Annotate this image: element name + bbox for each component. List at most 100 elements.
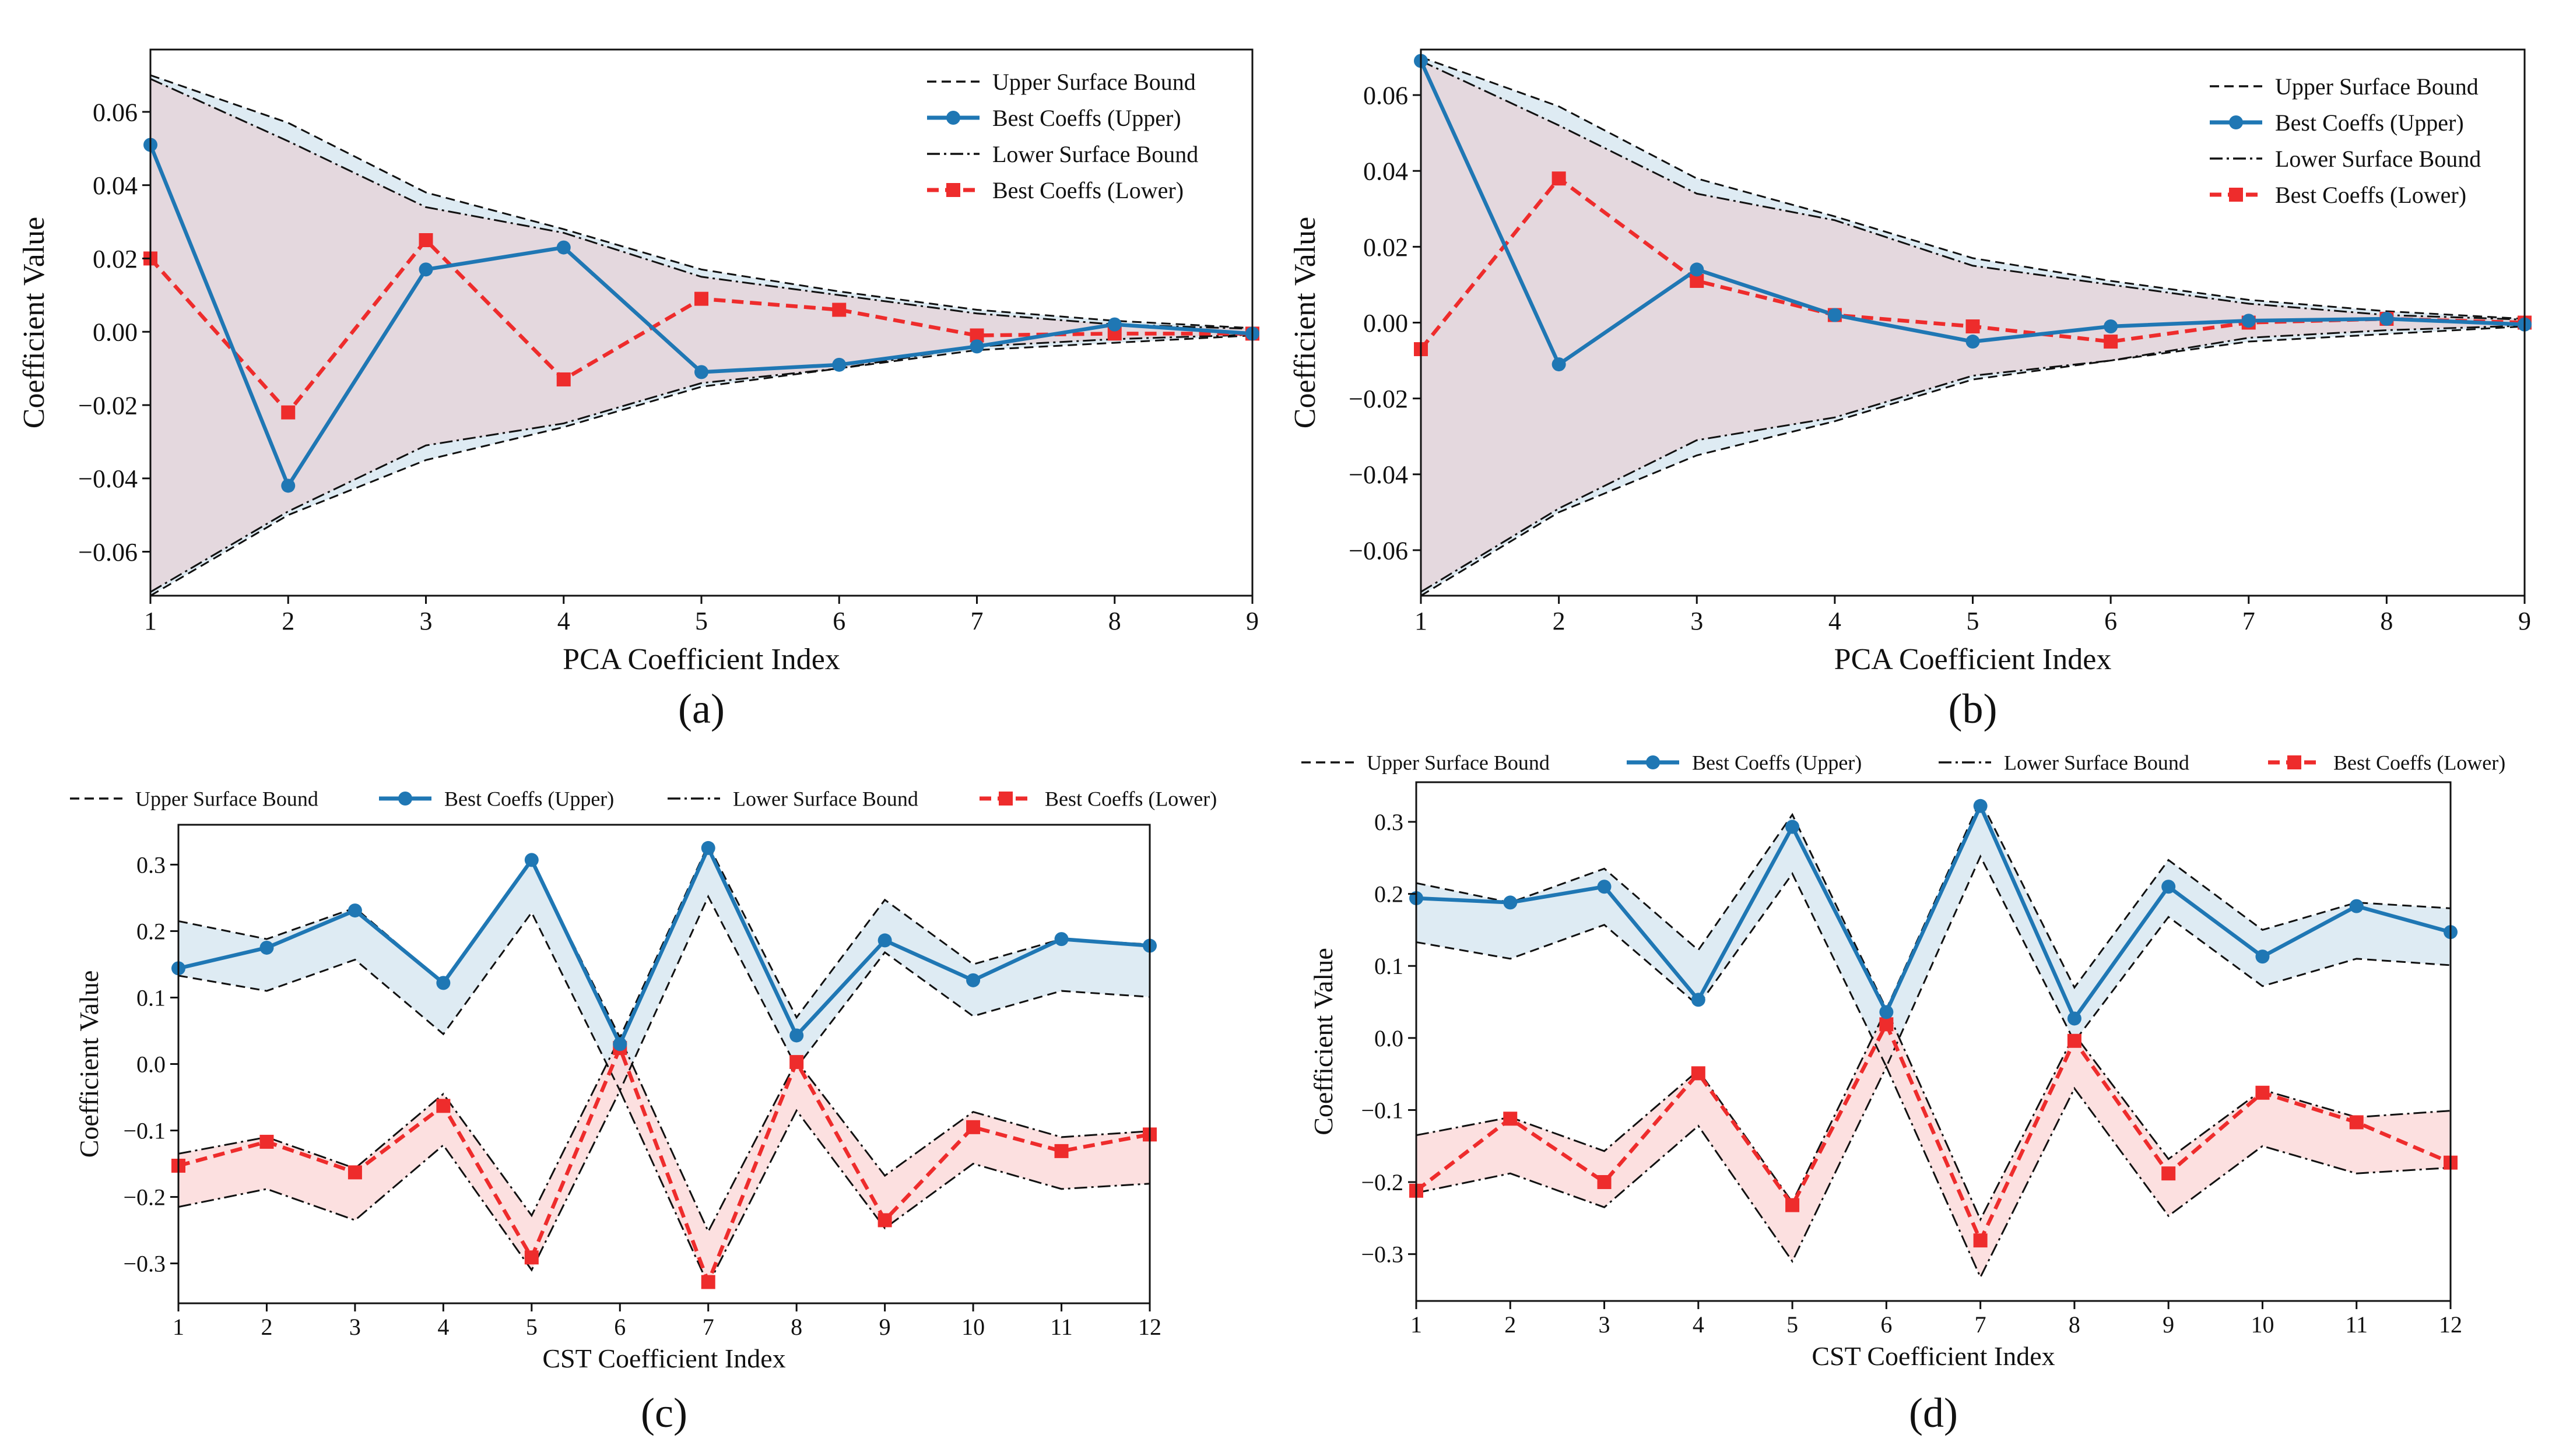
data-point-upper: [2241, 314, 2256, 328]
upper-bound-line-hi: [1416, 798, 2451, 1011]
plot-area: [178, 842, 1150, 1287]
data-point-lower: [1965, 319, 1980, 334]
data-point-upper: [1879, 1005, 1894, 1019]
data-point-upper: [419, 262, 433, 277]
data-point-upper: [1965, 335, 1980, 349]
data-point-upper: [2104, 319, 2118, 334]
data-point-upper: [1503, 895, 1518, 910]
legend-best-upper-label: Best Coeffs (Upper): [2275, 110, 2464, 136]
x-tick-label: 11: [2345, 1311, 2368, 1338]
data-point-upper: [877, 933, 892, 948]
y-tick-label: −0.3: [123, 1251, 166, 1277]
data-point-lower: [347, 1165, 362, 1180]
upper-bound-line-hi: [150, 74, 1252, 329]
legend-best-lower-legend-marker: [946, 183, 960, 197]
data-point-upper: [1785, 820, 1800, 834]
legend-best-upper-legend-marker: [946, 111, 960, 125]
y-tick-label: −0.3: [1361, 1242, 1403, 1268]
x-tick-label: 4: [557, 607, 570, 635]
x-tick-label: 1: [1410, 1311, 1422, 1338]
data-point-upper: [1054, 932, 1069, 947]
x-tick-label: 7: [2242, 607, 2255, 635]
x-axis-label: PCA Coefficient Index: [563, 643, 840, 676]
data-point-upper: [1551, 357, 1566, 372]
upper-bound-line-lo: [1421, 325, 2525, 596]
axes-frame: [177, 824, 1151, 1304]
data-point-lower: [1879, 1017, 1894, 1032]
x-tick-label: 6: [833, 607, 845, 635]
y-tick-label: 0.1: [1374, 953, 1403, 979]
data-point-upper: [1597, 880, 1612, 894]
x-axis-label: CST Coefficient Index: [542, 1344, 785, 1373]
x-tick-label: 3: [420, 607, 433, 635]
data-point-upper: [1973, 799, 1988, 813]
data-point-upper: [2255, 949, 2270, 964]
data-point-upper: [789, 1028, 804, 1043]
x-tick-label: 7: [1975, 1311, 1986, 1338]
data-point-lower: [1597, 1175, 1612, 1190]
x-tick-label: 9: [2163, 1311, 2174, 1338]
y-tick-label: −0.2: [123, 1184, 166, 1211]
x-tick-label: 1: [173, 1314, 184, 1340]
x-tick-label: 8: [1108, 607, 1121, 635]
lower-bound-line-hi: [150, 78, 1252, 330]
lower-bound-band: [1416, 1009, 2451, 1278]
data-point-lower: [1973, 1233, 1988, 1248]
y-tick-label: −0.1: [123, 1118, 166, 1144]
data-point-upper: [613, 1037, 627, 1051]
chart-panel-b: 1 2 3 4 5 6 7 8 9 −0.06 −0.04 −0.02 0.00 0.02 0.04 0.06…: [1289, 48, 2532, 732]
legend-lower-bound-label: Lower Surface Bound: [2275, 146, 2481, 172]
lower-bound-line-lo: [1416, 1064, 2451, 1279]
y-tick-label: 0.00: [1363, 309, 1408, 337]
plot-area: [1416, 798, 2451, 1279]
chart-panel-c: 1 2 3 4 5 6 7 8 9 10 11 12−0.3−0.2−0.10.00.10.20.3C…: [70, 787, 1217, 1436]
y-tick-label: 0.2: [136, 918, 166, 944]
panel-caption: (c): [641, 1390, 687, 1436]
y-axis-label: Coefficient Value: [17, 217, 51, 428]
data-point-lower: [259, 1134, 274, 1149]
upper-bound-line-lo: [150, 335, 1252, 596]
data-point-lower: [832, 303, 847, 317]
data-point-lower: [789, 1055, 804, 1070]
y-tick-label: 0.04: [93, 171, 138, 200]
x-tick-label: 5: [695, 607, 708, 635]
x-tick-label: 7: [703, 1314, 714, 1340]
legend-lower-bound-label: Lower Surface Bound: [733, 787, 918, 811]
x-tick-label: 5: [1967, 607, 1979, 635]
chart-panel-d: 1 2 3 4 5 6 7 8 9 10 11 12−0.3−0.2−0.10.00.10.20.3C…: [1301, 751, 2505, 1436]
y-tick-label: 0.0: [1374, 1025, 1403, 1051]
lower-bound-line-hi: [178, 1035, 1150, 1234]
data-point-lower: [1785, 1198, 1800, 1212]
x-tick-label: 1: [1414, 607, 1427, 635]
legend: Upper Surface Bound Best Coeffs (Upper) Lo…: [1301, 751, 2505, 775]
y-axis-label: Coefficient Value: [1308, 948, 1338, 1135]
legend-best-lower-label: Best Coeffs (Lower): [1045, 787, 1217, 811]
data-point-upper: [2161, 880, 2176, 894]
x-tick-label: 9: [1246, 607, 1259, 635]
legend-lower-bound-label: Lower Surface Bound: [992, 141, 1198, 167]
best-lower-line: [1416, 1022, 2451, 1243]
data-point-upper: [2349, 899, 2364, 913]
y-tick-label: 0.3: [1374, 809, 1403, 835]
y-tick-label: 0.1: [136, 984, 166, 1011]
upper-bound-line-hi: [178, 842, 1150, 1040]
y-tick-label: 0.0: [136, 1051, 166, 1078]
y-tick-label: 0.3: [136, 852, 166, 878]
data-point-upper: [524, 853, 539, 867]
y-tick-label: 0.06: [93, 98, 138, 126]
data-point-upper: [701, 840, 715, 855]
y-tick-label: −0.02: [1349, 385, 1408, 413]
data-point-upper: [1690, 262, 1704, 277]
panel-caption: (b): [1949, 685, 1998, 732]
legend: Upper Surface Bound Best Coeffs (Upper) Lo…: [2210, 73, 2481, 208]
upper-bound-line-hi: [1421, 56, 2525, 320]
x-tick-label: 7: [971, 607, 984, 635]
data-point-lower: [524, 1250, 539, 1265]
x-tick-label: 4: [1828, 607, 1841, 635]
data-point-lower: [1551, 171, 1566, 186]
data-point-lower: [1054, 1144, 1069, 1158]
x-tick-label: 3: [1599, 1311, 1610, 1338]
plot-area: [150, 74, 1252, 596]
data-point-lower: [281, 405, 296, 420]
x-tick-label: 2: [282, 607, 294, 635]
